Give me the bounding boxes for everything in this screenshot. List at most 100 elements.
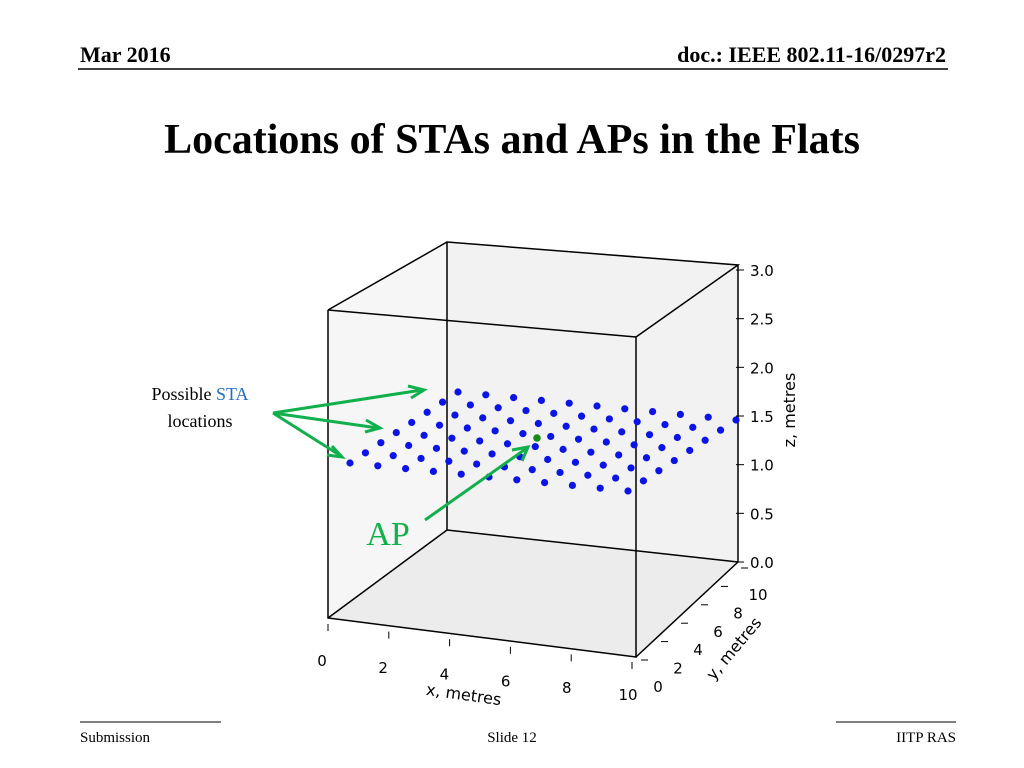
sta-dot (435, 421, 444, 429)
sta-dot (466, 401, 474, 409)
sta-dot (451, 411, 459, 419)
x-tick-label: 2 (378, 659, 388, 677)
sta-dot (590, 425, 598, 433)
sta-note: Possible STA (151, 384, 248, 404)
sta-dot (509, 394, 518, 402)
sta-dot (361, 449, 370, 457)
sta-dot (686, 446, 694, 455)
sta-dot (633, 418, 641, 426)
sta-dot (704, 413, 712, 421)
y-tick-label: 4 (693, 641, 703, 659)
sta-dot (649, 408, 657, 416)
header-date: Mar 2016 (80, 42, 171, 67)
sta-dot (599, 461, 607, 469)
sta-dot (689, 423, 697, 431)
sta-dot (531, 442, 539, 451)
sta-dot (624, 487, 632, 495)
sta-dot (448, 434, 456, 442)
sta-dot (389, 452, 397, 460)
sta-dot (627, 464, 635, 472)
z-tick-label: 2.5 (750, 311, 774, 329)
sta-dot (457, 470, 465, 478)
z-tick-label: 2.0 (750, 359, 774, 377)
x-tick-label: 10 (618, 686, 637, 704)
sta-dot (417, 454, 425, 463)
ap-arrow (424, 445, 531, 522)
x-tick-label: 4 (440, 666, 450, 684)
sta-dot (454, 388, 462, 396)
z-tick-label: 0.5 (750, 505, 774, 523)
ap-label: AP (366, 516, 409, 553)
y-tick-label: 2 (673, 660, 683, 678)
sta-dot (544, 455, 552, 464)
sta-dot (577, 412, 586, 420)
sta-dot (602, 438, 610, 446)
sta-dot (574, 435, 583, 443)
x-tick-label: 8 (562, 679, 572, 697)
sta-dot (630, 441, 638, 449)
footer-left: Submission (80, 730, 151, 746)
sta-dot (571, 458, 580, 466)
sta-dot (432, 444, 441, 452)
header-doc: doc.: IEEE 802.11-16/0297r2 (677, 42, 946, 67)
sta-dot (429, 467, 437, 475)
sta-dot (482, 391, 490, 399)
box (327, 241, 741, 658)
sta-dot (541, 479, 549, 487)
sta-dot (519, 430, 527, 438)
sta-dot (655, 467, 663, 475)
sta-dot (423, 408, 431, 416)
sta-dot (488, 450, 496, 458)
sta-dot (565, 399, 573, 407)
sta-dot (621, 405, 629, 413)
sta-dot (596, 484, 604, 492)
y-axis-label: y, metres (702, 613, 765, 683)
sta-word: STA (216, 384, 249, 404)
y-tick-label: 10 (748, 586, 767, 604)
sta-dot (374, 462, 382, 470)
sta-dot (534, 419, 542, 428)
sta-dot (460, 447, 468, 455)
sta-dot (479, 414, 487, 422)
sta-dot (547, 432, 555, 441)
y-tick-label: 6 (713, 623, 723, 641)
sta-prefix: Possible (151, 384, 211, 404)
x-tick-label: 0 (317, 652, 327, 670)
sta-dot (658, 444, 666, 452)
sta-dot (716, 426, 725, 434)
z-axis-label: z, metres (780, 373, 799, 448)
sta-dot (584, 471, 592, 479)
x-tick-label: 6 (501, 672, 511, 690)
sta-dot (587, 448, 595, 456)
sta-dot (392, 428, 400, 437)
sta-dot (673, 433, 681, 442)
sta-dot (639, 477, 648, 485)
footer-right: IITP RAS (896, 730, 956, 746)
z-tick-label: 3.0 (750, 262, 774, 280)
y-tick-label: 8 (733, 604, 743, 622)
sta-dot (645, 431, 654, 439)
x-axis-label: x, metres (425, 680, 503, 709)
sta-dot (402, 465, 410, 473)
sta-suffix: locations (168, 411, 233, 431)
sta-dot (612, 474, 620, 482)
sta-dot (476, 437, 484, 445)
sta-dot (503, 440, 512, 448)
sta-dot (568, 481, 577, 489)
sta-dot (670, 456, 678, 465)
sta-dot (522, 406, 530, 415)
sta-dot (405, 441, 413, 450)
sta-dot (494, 404, 502, 412)
sta-dot (513, 476, 521, 484)
z-tick-label: 1.5 (750, 408, 774, 426)
sta-dot (420, 431, 428, 439)
sta-dot (473, 460, 481, 468)
sta-dot (615, 451, 623, 459)
sta-dot (676, 410, 685, 418)
sta-dot (528, 466, 536, 474)
slide-title: Locations of STAs and APs in the Flats (164, 117, 860, 163)
sta-dot (550, 409, 558, 417)
y-tick-label: 0 (653, 678, 663, 696)
sta-dot (377, 439, 385, 447)
